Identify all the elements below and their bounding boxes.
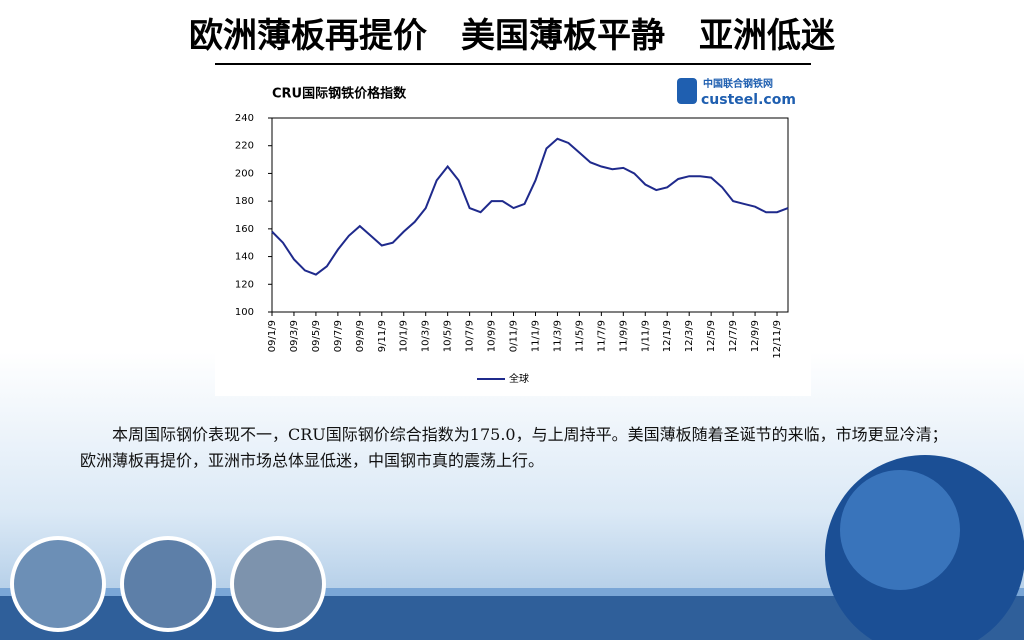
y-tick-label: 220 xyxy=(235,141,254,152)
logo-site: custeel.com xyxy=(701,92,796,108)
x-tick-label: 11/5/9 xyxy=(574,320,585,352)
x-tick-label: 11/1/9 xyxy=(530,320,541,352)
plot-frame xyxy=(271,117,789,313)
x-tick-label: 10/9/9 xyxy=(487,320,498,352)
x-tick-label: 09/9/9 xyxy=(355,320,366,352)
x-tick-label: 10/3/9 xyxy=(421,320,432,352)
legend-label: 全球 xyxy=(509,372,529,385)
y-tick-label: 100 xyxy=(235,307,254,318)
logo-icon xyxy=(677,78,697,104)
y-tick-label: 160 xyxy=(235,224,254,235)
y-tick-label: 200 xyxy=(235,168,254,179)
y-tick-label: 120 xyxy=(235,279,254,290)
x-tick-label: 11/9/9 xyxy=(618,320,629,352)
chart-title: CRU国际钢铁价格指数 xyxy=(272,86,407,102)
y-tick-label: 180 xyxy=(235,196,254,207)
logo-name: 中国联合钢铁网 xyxy=(703,77,773,90)
x-tick-label: 12/1/9 xyxy=(662,320,673,352)
x-tick-label: 12/7/9 xyxy=(728,320,739,352)
chart: CRU国际钢铁价格指数 中国联合钢铁网 custeel.com 100 120 14… xyxy=(215,62,811,396)
x-tick-label: 0/11/9 xyxy=(509,320,520,352)
y-tick-label: 240 xyxy=(235,113,254,124)
x-tick-label: 12/9/9 xyxy=(750,320,761,352)
x-tick-label: 9/11/9 xyxy=(377,320,388,352)
x-tick-label: 10/7/9 xyxy=(465,320,476,352)
x-tick-label: 09/1/9 xyxy=(267,320,278,352)
y-tick-label: 140 xyxy=(235,252,254,263)
x-tick-label: 11/7/9 xyxy=(596,320,607,352)
paragraph: 本周国际钢价表现不一，CRU国际钢价综合指数为175.0，与上周持平。美国薄板随… xyxy=(80,425,948,470)
x-tick-label: 10/1/9 xyxy=(399,320,410,352)
x-tick-label: 09/7/9 xyxy=(333,320,344,352)
x-tick-label: 11/3/9 xyxy=(552,320,563,352)
x-tick-label: 1/11/9 xyxy=(640,320,651,352)
slide-title: 欧洲薄板再提价 美国薄板平静 亚洲低迷 xyxy=(189,16,835,56)
x-tick-label: 10/5/9 xyxy=(443,320,454,352)
x-tick-label: 09/3/9 xyxy=(289,320,300,352)
x-tick-label: 09/5/9 xyxy=(311,320,322,352)
line-series xyxy=(271,137,789,276)
x-tick-label: 12/5/9 xyxy=(706,320,717,352)
x-tick-label: 12/3/9 xyxy=(684,320,695,352)
x-tick-label: 12/11/9 xyxy=(772,320,783,359)
